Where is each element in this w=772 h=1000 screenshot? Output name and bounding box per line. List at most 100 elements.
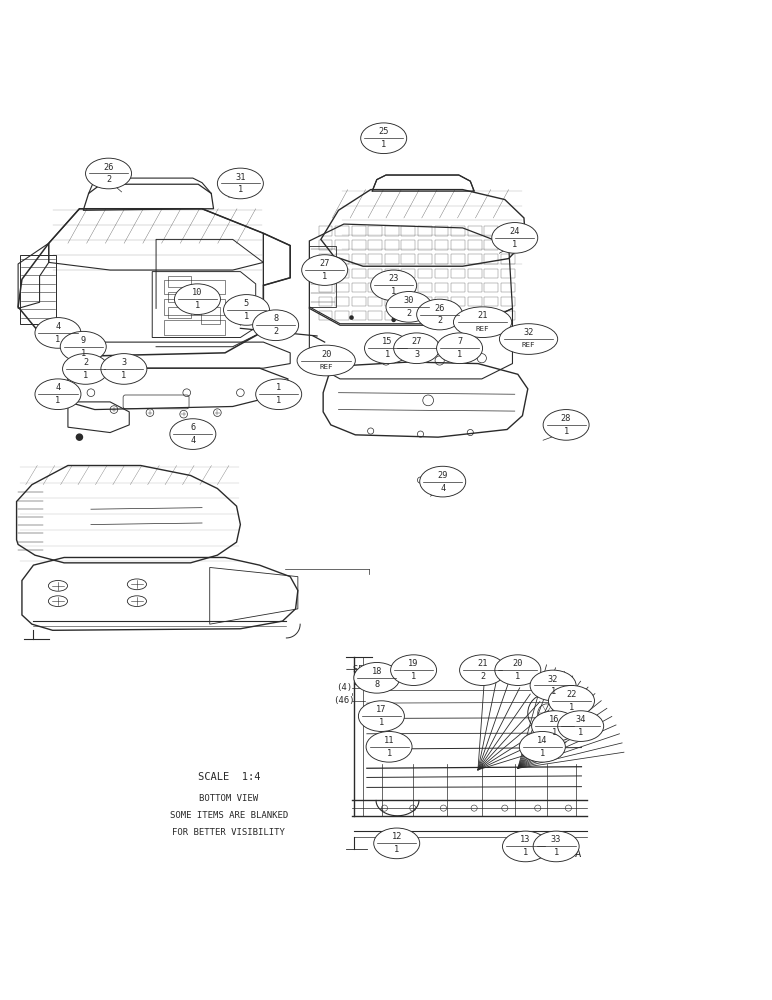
Ellipse shape	[364, 333, 411, 364]
Bar	[385, 283, 398, 292]
Ellipse shape	[520, 731, 565, 762]
Bar	[501, 254, 515, 264]
Text: 3: 3	[414, 350, 419, 359]
Text: 1: 1	[457, 350, 462, 359]
Text: SOME ITEMS ARE BLANKED: SOME ITEMS ARE BLANKED	[170, 811, 288, 820]
Bar	[352, 240, 365, 250]
Text: 1: 1	[578, 728, 584, 737]
Text: 27: 27	[411, 337, 422, 346]
Text: 2: 2	[106, 175, 111, 184]
Bar	[501, 240, 515, 250]
Text: 20: 20	[513, 659, 523, 668]
Text: 2: 2	[273, 327, 278, 336]
Bar	[352, 226, 365, 236]
Text: 17: 17	[376, 705, 387, 714]
Text: 1: 1	[554, 848, 559, 857]
Text: 1: 1	[515, 672, 520, 681]
Ellipse shape	[437, 333, 482, 364]
Bar	[501, 297, 515, 306]
Bar	[319, 311, 333, 320]
Text: 1: 1	[385, 350, 390, 359]
Text: 1: 1	[569, 703, 574, 712]
Ellipse shape	[530, 670, 576, 701]
Text: 1: 1	[80, 349, 86, 358]
Bar	[310, 246, 336, 307]
Bar	[168, 276, 191, 287]
Ellipse shape	[127, 596, 147, 607]
Ellipse shape	[394, 333, 439, 364]
Text: 1: 1	[195, 301, 200, 310]
Ellipse shape	[297, 345, 355, 376]
Bar	[468, 283, 482, 292]
Text: 1: 1	[56, 335, 60, 344]
Bar	[368, 297, 382, 306]
Text: 26: 26	[103, 163, 113, 172]
Text: 19: 19	[408, 659, 419, 668]
Ellipse shape	[533, 831, 579, 862]
Text: 5: 5	[244, 299, 249, 308]
Text: 18: 18	[371, 667, 382, 676]
Bar	[368, 283, 382, 292]
Text: 34: 34	[575, 715, 586, 724]
Text: 1: 1	[550, 687, 556, 696]
Text: 32: 32	[523, 328, 533, 337]
Ellipse shape	[35, 318, 81, 348]
Text: 1: 1	[391, 287, 396, 296]
Text: 2: 2	[437, 316, 442, 325]
Ellipse shape	[459, 655, 506, 685]
Bar	[418, 297, 432, 306]
Ellipse shape	[453, 307, 512, 338]
Text: 22: 22	[566, 690, 577, 699]
Ellipse shape	[127, 579, 147, 590]
Ellipse shape	[532, 711, 577, 741]
Bar	[501, 311, 515, 320]
Text: 7: 7	[457, 337, 462, 346]
Text: 1: 1	[238, 185, 243, 194]
Bar	[385, 311, 398, 320]
Bar	[435, 311, 449, 320]
Bar	[468, 226, 482, 236]
Text: 12: 12	[391, 832, 402, 841]
Bar	[501, 283, 515, 292]
Bar	[418, 311, 432, 320]
Text: 1: 1	[121, 371, 127, 380]
Ellipse shape	[358, 701, 405, 731]
Text: 2: 2	[83, 358, 88, 367]
Text: 1: 1	[276, 383, 281, 392]
Bar	[451, 226, 465, 236]
Bar	[451, 269, 465, 278]
Bar	[352, 311, 365, 320]
Bar	[335, 254, 349, 264]
Bar	[335, 297, 349, 306]
Ellipse shape	[417, 299, 462, 330]
Ellipse shape	[503, 831, 548, 862]
Bar	[435, 254, 449, 264]
Text: 8: 8	[374, 680, 379, 689]
Bar	[168, 292, 191, 302]
Text: 33: 33	[551, 835, 561, 844]
Ellipse shape	[495, 655, 541, 685]
Bar	[468, 311, 482, 320]
Circle shape	[391, 318, 396, 322]
Bar	[368, 269, 382, 278]
Bar	[335, 283, 349, 292]
Ellipse shape	[49, 580, 67, 591]
Text: 1: 1	[394, 845, 399, 854]
Bar	[418, 269, 432, 278]
Bar	[352, 297, 365, 306]
Ellipse shape	[224, 295, 269, 325]
Bar	[319, 269, 333, 278]
Ellipse shape	[101, 354, 147, 384]
Bar	[368, 226, 382, 236]
Bar	[368, 240, 382, 250]
Ellipse shape	[218, 168, 263, 199]
Text: 1: 1	[564, 427, 569, 436]
Bar	[484, 254, 498, 264]
Ellipse shape	[256, 379, 302, 410]
Ellipse shape	[361, 123, 407, 154]
Ellipse shape	[60, 331, 107, 362]
Text: 1: 1	[276, 396, 281, 405]
Text: 4: 4	[56, 383, 60, 392]
Ellipse shape	[543, 410, 589, 440]
Text: 3: 3	[121, 358, 127, 367]
